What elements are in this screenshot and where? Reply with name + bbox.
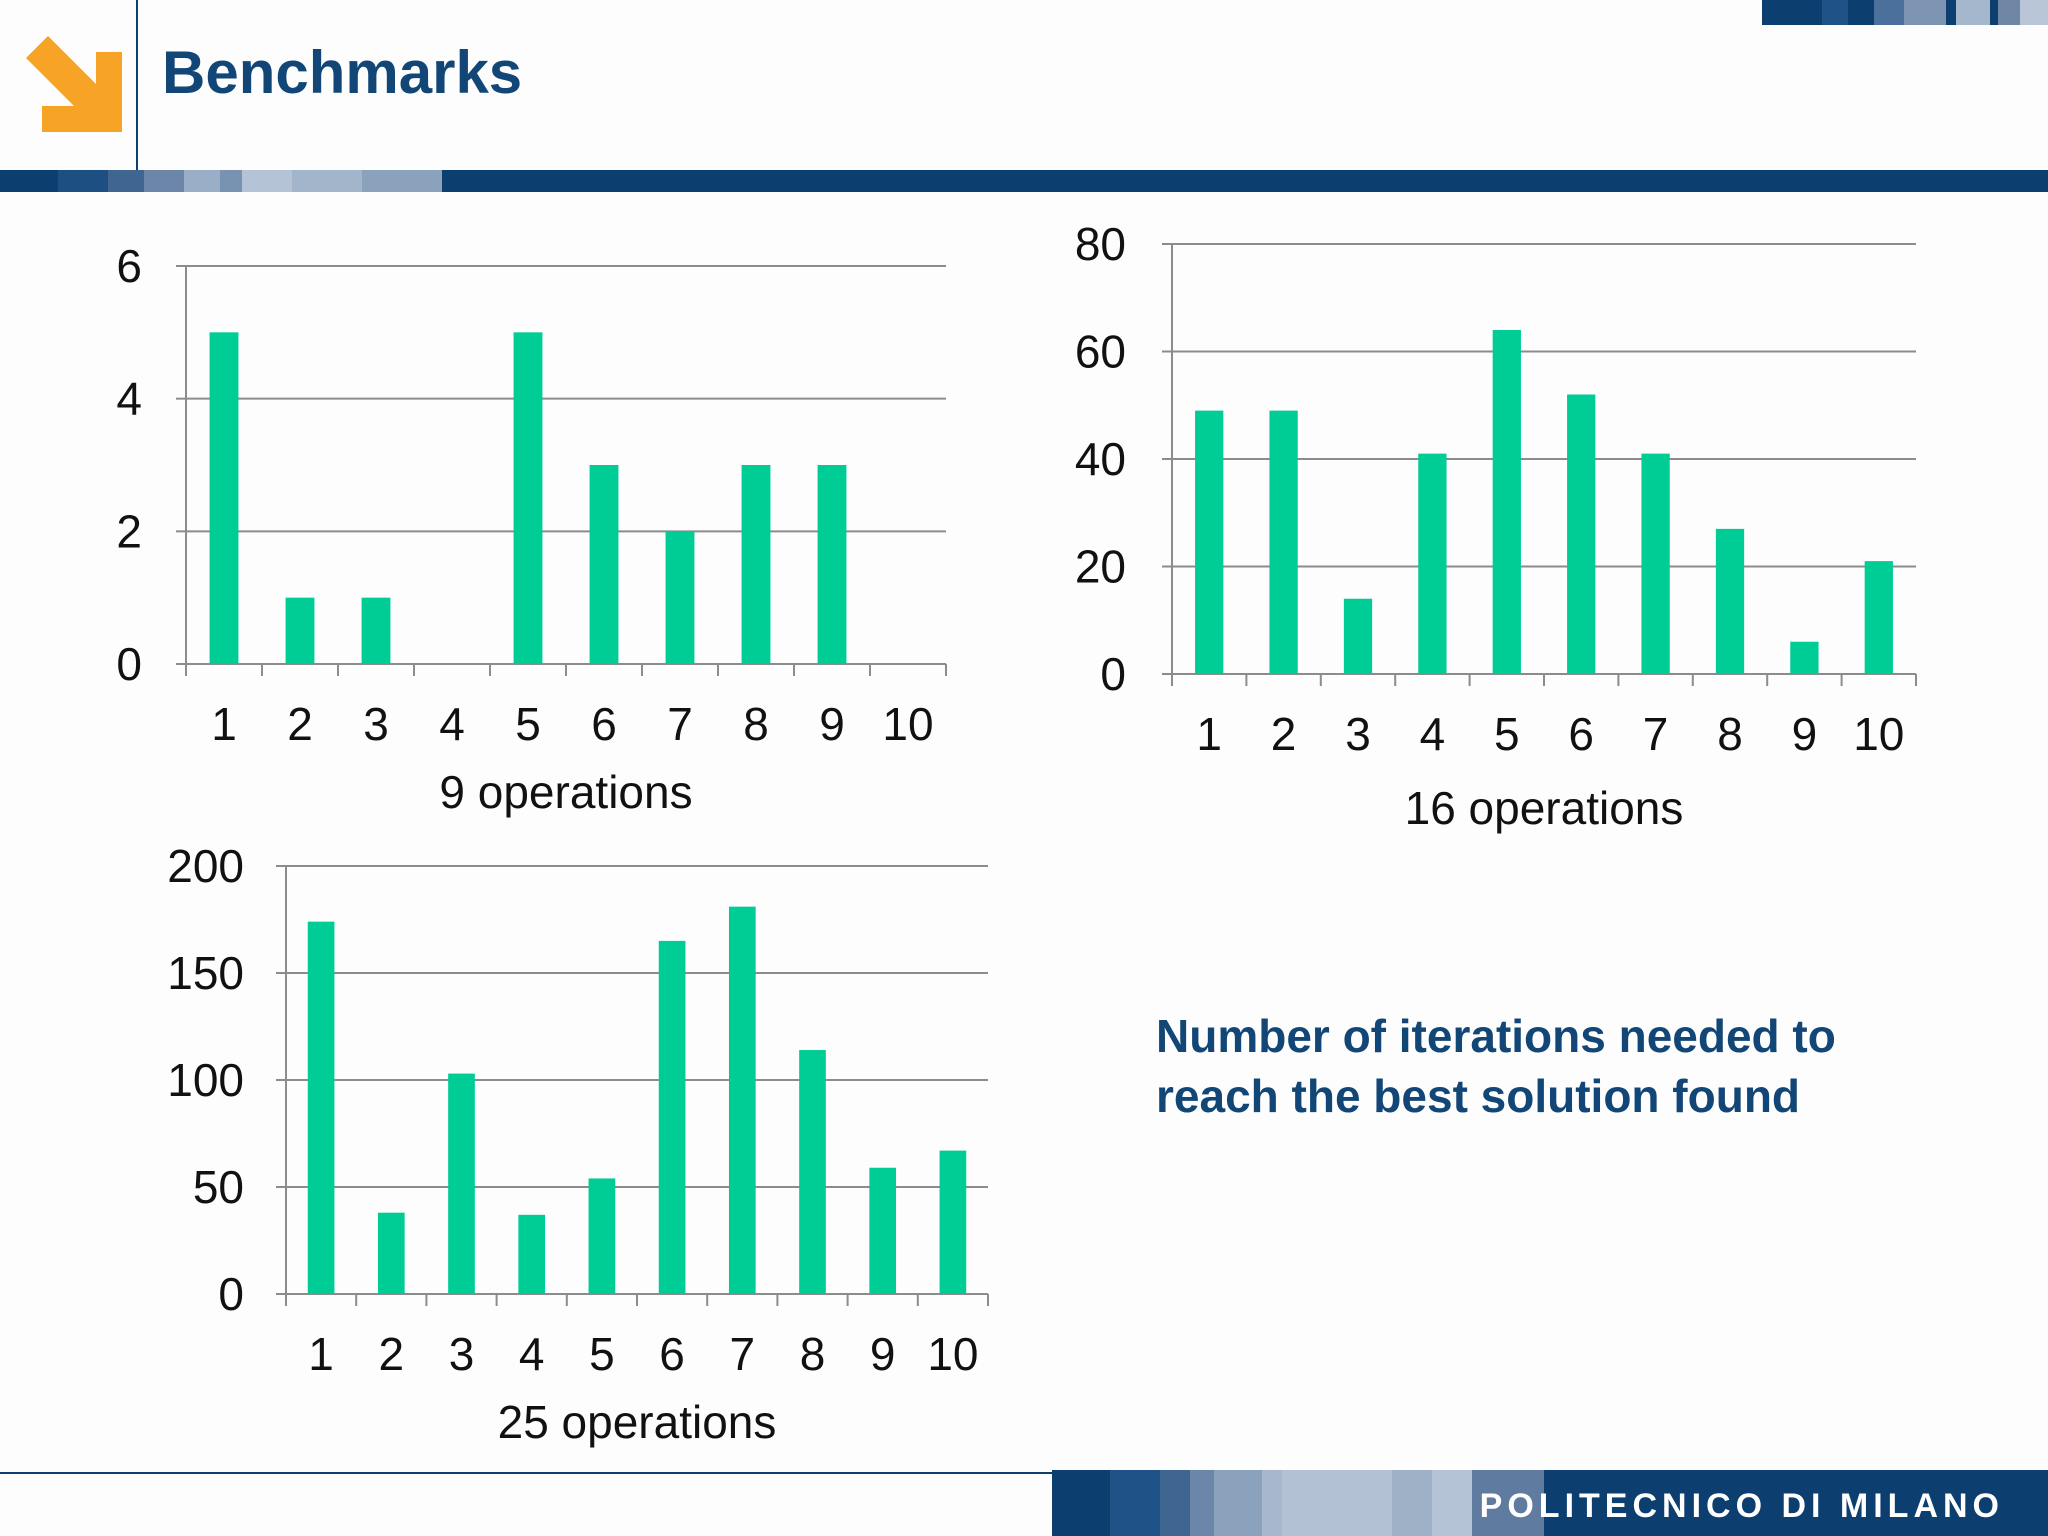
bar bbox=[448, 1073, 475, 1294]
x-tick-label: 9 bbox=[870, 1328, 896, 1380]
x-tick-label: 10 bbox=[1853, 708, 1904, 760]
y-tick-label: 50 bbox=[193, 1161, 244, 1213]
x-tick-label: 3 bbox=[449, 1328, 475, 1380]
y-tick-label: 6 bbox=[116, 240, 142, 292]
bar bbox=[1790, 641, 1819, 674]
header-band bbox=[0, 170, 2048, 192]
x-tick-label: 9 bbox=[819, 698, 845, 750]
bar bbox=[285, 597, 315, 664]
bar bbox=[1269, 410, 1298, 674]
footer-brand: POLITECNICO DI MILANO bbox=[1479, 1487, 2004, 1525]
y-tick-label: 4 bbox=[116, 373, 142, 425]
slide-footer: POLITECNICO DI MILANO bbox=[0, 1470, 2048, 1536]
bar bbox=[939, 1150, 967, 1294]
footer-rule bbox=[0, 1472, 1054, 1474]
chart-25-operations-svg: 0 50 100 150 200 1 2 3 4 5 6 7 8 9 10 25 operations bbox=[167, 840, 989, 1448]
bar bbox=[1492, 330, 1521, 674]
x-axis-title: 16 operations bbox=[1405, 782, 1684, 834]
bar bbox=[513, 332, 543, 664]
bar bbox=[658, 940, 686, 1294]
chart-25-operations: 0 50 100 150 200 1 2 3 4 5 6 7 8 9 10 25 operations bbox=[0, 840, 1040, 1460]
bar bbox=[589, 465, 619, 664]
slide-title: Benchmarks bbox=[162, 39, 523, 106]
chart-caption: Number of iterations needed to reach the… bbox=[1156, 1010, 1836, 1122]
footer-band: POLITECNICO DI MILANO bbox=[1052, 1470, 2048, 1536]
x-tick-label: 10 bbox=[882, 698, 933, 750]
bar bbox=[741, 465, 771, 664]
top-decorative-strip bbox=[1762, 0, 2048, 25]
x-tick-label: 7 bbox=[667, 698, 693, 750]
x-axis-title: 9 operations bbox=[439, 766, 692, 818]
x-tick-label: 3 bbox=[1345, 708, 1371, 760]
x-tick-label: 5 bbox=[589, 1328, 615, 1380]
x-tick-label: 8 bbox=[800, 1328, 826, 1380]
bar bbox=[1641, 453, 1670, 674]
x-tick-label: 1 bbox=[211, 698, 237, 750]
y-tick-label: 60 bbox=[1075, 326, 1126, 378]
bar bbox=[1567, 394, 1596, 674]
y-tick-label: 200 bbox=[167, 840, 244, 892]
y-tick-label: 80 bbox=[1075, 218, 1126, 270]
y-tick-label: 20 bbox=[1075, 541, 1126, 593]
x-tick-label: 2 bbox=[1271, 708, 1297, 760]
x-tick-label: 7 bbox=[1643, 708, 1669, 760]
x-tick-label: 2 bbox=[287, 698, 313, 750]
slide-header: Benchmarks bbox=[0, 0, 2048, 192]
chart-16-operations-svg: 0 20 40 60 80 1 2 3 4 5 6 7 8 9 10 16 operations bbox=[1075, 218, 1917, 834]
bar bbox=[817, 465, 847, 664]
x-tick-label: 4 bbox=[439, 698, 465, 750]
x-tick-label: 3 bbox=[363, 698, 389, 750]
bar bbox=[728, 906, 756, 1294]
x-tick-label: 8 bbox=[1717, 708, 1743, 760]
bar bbox=[1195, 410, 1224, 674]
bar bbox=[1715, 528, 1745, 674]
x-tick-label: 5 bbox=[1494, 708, 1520, 760]
y-tick-label: 40 bbox=[1075, 433, 1126, 485]
x-tick-label: 5 bbox=[515, 698, 541, 750]
bar bbox=[377, 1212, 405, 1294]
y-tick-label: 0 bbox=[116, 638, 142, 690]
bar bbox=[1343, 598, 1373, 674]
x-tick-label: 6 bbox=[659, 1328, 685, 1380]
x-tick-label: 9 bbox=[1792, 708, 1818, 760]
bar bbox=[588, 1178, 616, 1294]
header-divider bbox=[136, 0, 138, 172]
x-tick-label: 4 bbox=[519, 1328, 545, 1380]
bar bbox=[1418, 453, 1447, 674]
bar bbox=[1864, 561, 1893, 674]
bar bbox=[869, 1167, 897, 1294]
x-tick-label: 1 bbox=[308, 1328, 334, 1380]
bar bbox=[307, 921, 335, 1294]
bar bbox=[665, 531, 695, 664]
x-tick-label: 2 bbox=[379, 1328, 405, 1380]
chart-9-operations: 0 2 4 6 1 2 3 4 5 6 7 8 9 10 9 operations bbox=[0, 210, 1000, 840]
y-tick-label: 0 bbox=[218, 1268, 244, 1320]
x-tick-label: 4 bbox=[1420, 708, 1446, 760]
x-tick-label: 7 bbox=[730, 1328, 756, 1380]
y-tick-label: 150 bbox=[167, 947, 244, 999]
x-tick-label: 10 bbox=[927, 1328, 978, 1380]
y-tick-label: 2 bbox=[116, 505, 142, 557]
chart-16-operations: 0 20 40 60 80 1 2 3 4 5 6 7 8 9 10 16 operations bbox=[1000, 210, 2048, 850]
bar bbox=[518, 1214, 546, 1294]
x-tick-label: 6 bbox=[591, 698, 617, 750]
x-tick-label: 1 bbox=[1196, 708, 1222, 760]
arrow-down-right-icon bbox=[26, 36, 122, 132]
x-tick-label: 6 bbox=[1568, 708, 1594, 760]
y-tick-label: 100 bbox=[167, 1054, 244, 1106]
y-tick-label: 0 bbox=[1100, 648, 1126, 700]
x-axis-title: 25 operations bbox=[498, 1396, 777, 1448]
bar bbox=[209, 332, 239, 664]
bar bbox=[799, 1050, 826, 1294]
bar bbox=[361, 597, 391, 664]
x-tick-label: 8 bbox=[743, 698, 769, 750]
